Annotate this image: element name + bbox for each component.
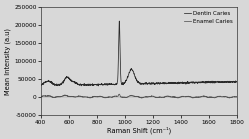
Dentin Caries <box>142 83 145 85</box>
Enamel Caries <box>198 96 201 98</box>
Dentin Caries <box>87 85 90 86</box>
Legend: Dentin Caries, Enamel Caries: Dentin Caries, Enamel Caries <box>183 10 234 25</box>
Dentin Caries <box>130 68 133 70</box>
Dentin Caries <box>107 84 110 85</box>
Enamel Caries <box>118 93 121 95</box>
Dentin Caries <box>97 85 100 87</box>
Dentin Caries <box>233 81 236 83</box>
Enamel Caries <box>140 97 143 99</box>
Enamel Caries <box>87 97 90 98</box>
Dentin Caries <box>235 81 238 82</box>
Dentin Caries <box>198 82 201 84</box>
Enamel Caries <box>235 96 238 98</box>
Y-axis label: Mean Intensity (a.u): Mean Intensity (a.u) <box>5 28 11 95</box>
Line: Dentin Caries: Dentin Caries <box>41 21 237 86</box>
Enamel Caries <box>39 96 42 97</box>
Dentin Caries <box>118 20 121 22</box>
Enamel Caries <box>233 96 236 97</box>
Line: Enamel Caries: Enamel Caries <box>41 94 237 98</box>
Dentin Caries <box>39 84 42 85</box>
Enamel Caries <box>142 96 145 98</box>
Enamel Caries <box>130 94 133 96</box>
Enamel Caries <box>107 96 110 98</box>
X-axis label: Raman Shift (cm⁻¹): Raman Shift (cm⁻¹) <box>107 127 171 134</box>
